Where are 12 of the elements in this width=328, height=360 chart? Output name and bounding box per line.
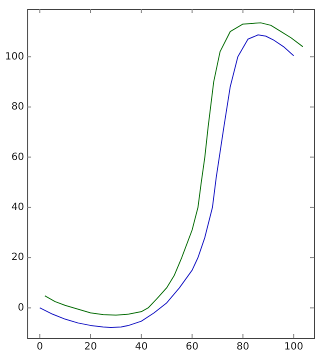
y-tick-label: 100 [4,51,24,62]
y-tick-label: 0 [18,302,24,314]
y-tick-label: 80 [11,102,24,113]
y-tick-label: 60 [11,152,24,163]
y-tick-label: 20 [11,252,24,264]
y-tick-label: 40 [11,202,24,213]
x-tick-label: 0 [36,342,43,353]
x-tick-label: 60 [186,342,198,353]
x-tick-label: 40 [134,342,148,353]
x-tick-label: 20 [84,342,97,353]
x-tick-label: 100 [284,342,304,353]
x-tick-label: 80 [236,342,250,353]
